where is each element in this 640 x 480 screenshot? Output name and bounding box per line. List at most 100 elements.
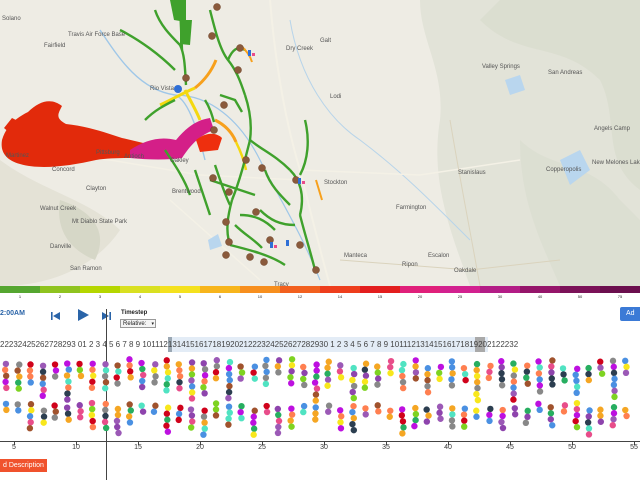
event-dot[interactable] bbox=[152, 361, 159, 368]
event-dot[interactable] bbox=[573, 411, 581, 419]
event-dot[interactable] bbox=[412, 357, 419, 364]
event-dot[interactable] bbox=[424, 371, 431, 378]
event-dot[interactable] bbox=[536, 364, 543, 371]
event-dot[interactable] bbox=[338, 413, 345, 420]
event-dot[interactable] bbox=[462, 376, 469, 384]
event-dot[interactable] bbox=[549, 381, 556, 388]
event-dot[interactable] bbox=[313, 367, 320, 374]
event-dot[interactable] bbox=[288, 380, 295, 387]
event-dot[interactable] bbox=[324, 376, 332, 383]
event-dot[interactable] bbox=[611, 387, 618, 395]
event-dot[interactable] bbox=[362, 372, 370, 379]
event-dot[interactable] bbox=[89, 360, 96, 367]
event-dot[interactable] bbox=[473, 360, 481, 368]
event-dot[interactable] bbox=[487, 405, 494, 413]
event-dot[interactable] bbox=[597, 412, 604, 419]
event-dot[interactable] bbox=[250, 369, 257, 376]
event-dot[interactable] bbox=[26, 367, 34, 374]
event-dot[interactable] bbox=[361, 366, 369, 373]
event-dot[interactable] bbox=[547, 410, 555, 417]
event-dot[interactable] bbox=[201, 366, 209, 373]
event-dot[interactable] bbox=[597, 364, 604, 371]
event-dot[interactable] bbox=[412, 363, 419, 370]
event-dot[interactable] bbox=[461, 405, 469, 412]
event-dot[interactable] bbox=[26, 425, 34, 432]
event-dot[interactable] bbox=[212, 406, 220, 413]
event-dot[interactable] bbox=[597, 418, 605, 425]
event-dot[interactable] bbox=[88, 384, 96, 391]
event-dot[interactable] bbox=[524, 407, 531, 415]
event-dot[interactable] bbox=[598, 370, 606, 377]
event-dot[interactable] bbox=[437, 415, 444, 422]
event-dot[interactable] bbox=[64, 410, 72, 417]
event-dot[interactable] bbox=[250, 425, 258, 432]
event-dot[interactable] bbox=[126, 401, 133, 408]
event-dot[interactable] bbox=[474, 396, 482, 404]
event-dot[interactable] bbox=[411, 422, 418, 430]
event-dot[interactable] bbox=[127, 407, 134, 414]
event-dot[interactable] bbox=[549, 357, 556, 364]
event-dot[interactable] bbox=[139, 365, 146, 373]
event-dot[interactable] bbox=[237, 363, 244, 370]
event-dot[interactable] bbox=[102, 379, 110, 386]
event-dot[interactable] bbox=[312, 397, 319, 404]
event-dot[interactable] bbox=[374, 402, 381, 409]
event-dot[interactable] bbox=[287, 417, 294, 424]
event-dot[interactable] bbox=[312, 416, 319, 423]
event-dot[interactable] bbox=[288, 405, 295, 412]
event-dot[interactable] bbox=[585, 376, 593, 384]
event-dot[interactable] bbox=[188, 359, 196, 366]
event-dot[interactable] bbox=[412, 375, 419, 382]
event-dot[interactable] bbox=[90, 372, 97, 379]
event-dot[interactable] bbox=[237, 408, 244, 416]
event-dot[interactable] bbox=[449, 370, 456, 377]
event-dot[interactable] bbox=[201, 425, 208, 432]
event-dot[interactable] bbox=[39, 368, 47, 376]
event-dot[interactable] bbox=[251, 407, 258, 414]
event-dot[interactable] bbox=[374, 381, 381, 388]
event-dot[interactable] bbox=[113, 417, 121, 425]
event-dot[interactable] bbox=[27, 379, 34, 386]
event-dot[interactable] bbox=[399, 384, 407, 392]
event-dot[interactable] bbox=[127, 374, 134, 381]
event-dot[interactable] bbox=[15, 385, 22, 392]
event-dot[interactable] bbox=[189, 418, 196, 425]
event-dot[interactable] bbox=[201, 372, 209, 379]
event-dot[interactable] bbox=[536, 376, 543, 383]
event-dot[interactable] bbox=[399, 378, 407, 386]
event-dot[interactable] bbox=[473, 366, 480, 374]
event-dot[interactable] bbox=[65, 416, 72, 423]
event-dot[interactable] bbox=[498, 376, 506, 383]
event-dot[interactable] bbox=[585, 425, 593, 432]
event-dot[interactable] bbox=[399, 372, 406, 380]
event-dot[interactable] bbox=[474, 378, 481, 386]
event-dot[interactable] bbox=[473, 407, 480, 414]
event-dot[interactable] bbox=[350, 414, 357, 422]
event-dot[interactable] bbox=[39, 362, 47, 370]
event-dot[interactable] bbox=[125, 413, 133, 420]
event-dot[interactable] bbox=[486, 417, 493, 425]
event-dot[interactable] bbox=[51, 402, 58, 409]
event-dot[interactable] bbox=[150, 408, 158, 415]
event-dot[interactable] bbox=[535, 400, 542, 408]
event-dot[interactable] bbox=[275, 411, 282, 419]
event-dot[interactable] bbox=[387, 363, 394, 371]
event-dot[interactable] bbox=[524, 413, 531, 421]
event-dot[interactable] bbox=[610, 404, 618, 411]
event-dot[interactable] bbox=[225, 394, 232, 402]
event-dot[interactable] bbox=[188, 377, 195, 384]
event-dot[interactable] bbox=[436, 409, 443, 416]
event-dot[interactable] bbox=[250, 419, 257, 426]
event-dot[interactable] bbox=[610, 363, 617, 371]
event-dot[interactable] bbox=[102, 412, 109, 420]
event-dot[interactable] bbox=[164, 375, 171, 382]
play-icon[interactable] bbox=[76, 308, 90, 322]
event-dot[interactable] bbox=[622, 357, 629, 365]
event-dot[interactable] bbox=[114, 411, 122, 419]
event-dot[interactable] bbox=[27, 419, 34, 426]
event-dot[interactable] bbox=[609, 422, 616, 429]
event-dot[interactable] bbox=[585, 364, 592, 372]
event-dot[interactable] bbox=[361, 384, 369, 391]
event-dot[interactable] bbox=[313, 385, 321, 392]
event-dot[interactable] bbox=[115, 368, 122, 375]
